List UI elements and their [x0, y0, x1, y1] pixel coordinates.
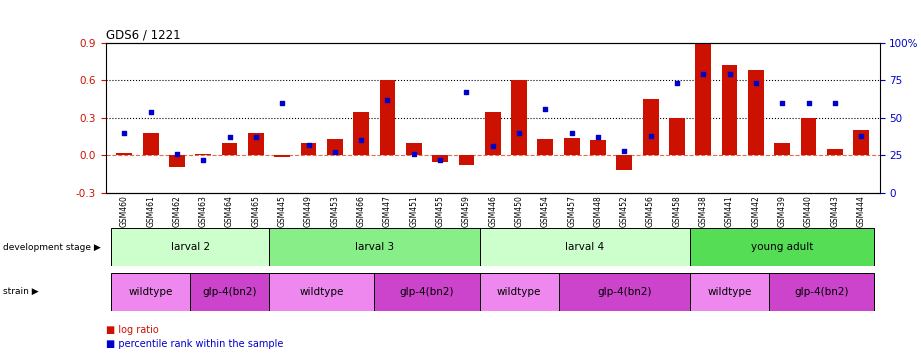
Bar [769, 273, 874, 311]
Bar [800, 118, 816, 155]
Point [433, 157, 448, 163]
Text: strain ▶: strain ▶ [3, 287, 39, 296]
Text: glp-4(bn2): glp-4(bn2) [400, 287, 454, 297]
Bar [480, 273, 558, 311]
Bar [432, 155, 448, 161]
Text: development stage ▶: development stage ▶ [3, 243, 100, 252]
Point [643, 133, 658, 139]
Point [301, 142, 316, 148]
Point [749, 80, 764, 86]
Bar [564, 138, 579, 155]
Point [696, 71, 711, 77]
Bar [484, 111, 501, 155]
Point [117, 130, 132, 136]
Bar [111, 273, 190, 311]
Bar [169, 155, 185, 166]
Text: larval 3: larval 3 [355, 242, 394, 252]
Point [380, 97, 395, 103]
Bar [827, 149, 843, 155]
Bar [190, 273, 269, 311]
Bar [195, 154, 211, 155]
Text: wildtype: wildtype [128, 287, 173, 297]
Point [565, 130, 579, 136]
Bar [480, 228, 690, 266]
Bar [374, 273, 480, 311]
Bar [222, 143, 238, 155]
Point [354, 137, 368, 143]
Point [670, 80, 684, 86]
Text: larval 2: larval 2 [170, 242, 210, 252]
Bar [690, 228, 874, 266]
Bar [354, 111, 369, 155]
Bar [690, 273, 769, 311]
Bar [111, 228, 269, 266]
Bar [459, 155, 474, 165]
Text: wildtype: wildtype [299, 287, 344, 297]
Text: young adult: young adult [751, 242, 813, 252]
Point [512, 130, 527, 136]
Point [144, 109, 158, 115]
Bar [695, 43, 711, 155]
Bar [269, 228, 480, 266]
Text: GDS6 / 1221: GDS6 / 1221 [106, 29, 181, 42]
Bar [669, 118, 685, 155]
Bar [327, 139, 343, 155]
Point [274, 100, 289, 106]
Point [775, 100, 789, 106]
Point [827, 100, 842, 106]
Point [854, 133, 869, 139]
Point [196, 157, 211, 163]
Text: ■ log ratio: ■ log ratio [106, 325, 158, 335]
Point [169, 151, 184, 157]
Point [485, 144, 500, 149]
Point [801, 100, 816, 106]
Text: glp-4(bn2): glp-4(bn2) [795, 287, 849, 297]
Bar [269, 273, 374, 311]
Bar [379, 80, 395, 155]
Point [249, 135, 263, 140]
Text: wildtype: wildtype [496, 287, 542, 297]
Bar [143, 133, 158, 155]
Point [722, 71, 737, 77]
Point [459, 90, 473, 95]
Bar [643, 99, 659, 155]
Bar [511, 80, 527, 155]
Text: wildtype: wildtype [707, 287, 752, 297]
Bar [616, 155, 632, 170]
Bar [748, 70, 764, 155]
Bar [274, 155, 290, 156]
Point [617, 148, 632, 154]
Bar [590, 140, 606, 155]
Bar [853, 130, 869, 155]
Bar [300, 143, 317, 155]
Bar [558, 273, 690, 311]
Bar [248, 133, 263, 155]
Point [222, 135, 237, 140]
Point [590, 135, 605, 140]
Point [328, 150, 343, 155]
Point [538, 106, 553, 112]
Point [406, 151, 421, 157]
Bar [722, 65, 738, 155]
Text: larval 4: larval 4 [565, 242, 604, 252]
Text: glp-4(bn2): glp-4(bn2) [597, 287, 651, 297]
Bar [406, 143, 422, 155]
Bar [775, 143, 790, 155]
Text: ■ percentile rank within the sample: ■ percentile rank within the sample [106, 339, 284, 349]
Bar [538, 139, 554, 155]
Bar [116, 153, 133, 155]
Text: glp-4(bn2): glp-4(bn2) [203, 287, 257, 297]
